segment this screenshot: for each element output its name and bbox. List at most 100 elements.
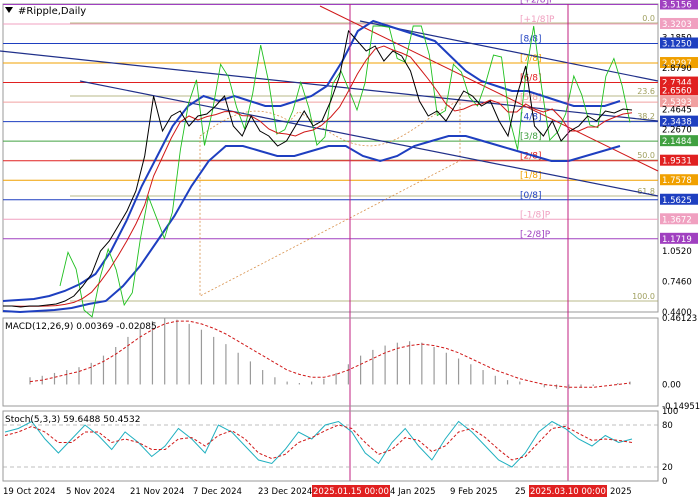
price-tag-text: 2.4645 [662, 106, 692, 116]
stoch-label: Stoch(5,3,3) 59.6488 50.4532 [5, 415, 140, 425]
fib-label: 61.8 [637, 187, 655, 196]
price-tag-text: 0.7460 [662, 277, 692, 287]
murrey-label: [3/8] [520, 132, 542, 142]
price-axis: 3.51563.32033.18503.12502.92972.87902.73… [660, 0, 698, 318]
green-oscillator-line [59, 25, 631, 318]
murrey-label: [4/8] [520, 113, 542, 123]
time-axis-tick: 2025 [610, 487, 632, 497]
macd-panel-frame [2, 317, 659, 407]
price-axis-tick: 1.5625 [660, 193, 698, 206]
time-axis-label: 23 Dec 2024 [258, 487, 312, 497]
fib-label: 23.6 [637, 87, 655, 96]
price-tag-bg [660, 115, 698, 127]
time-axis-label: 9 Feb 2025 [450, 487, 498, 497]
time-axis-label: 7 Dec 2024 [193, 487, 242, 497]
price-axis-tick: 2.7344 [660, 76, 698, 89]
time-axis-label: 19 Oct 2024 [3, 487, 56, 497]
trend-line-long [0, 50, 659, 122]
time-axis-tick: 9 Feb 2025 [450, 487, 498, 497]
time-axis-tick: 2025.01.15 00:00 [312, 485, 390, 497]
time-axis-tick: 4 Jan 2025 [390, 487, 436, 497]
price-axis-tick: 0.7460 [662, 277, 692, 287]
murrey-label: [-2/8]P [520, 230, 551, 240]
price-tag-text: 2.7344 [662, 79, 692, 89]
title-triangle-icon [5, 7, 13, 13]
price-tag-bg [660, 96, 698, 108]
time-axis-label: 25 [515, 487, 526, 497]
price-tag-text: 2.2670 [662, 125, 692, 135]
stoch-axis-tick: 20 [662, 463, 673, 473]
price-tag-bg [660, 154, 698, 166]
price-tag-bg [660, 37, 698, 49]
price-tag-text: 3.1250 [662, 40, 692, 50]
price-axis-tick: 2.4645 [662, 106, 692, 116]
murrey-label: [+1/8]P [520, 15, 555, 25]
murrey-label: [6/8] [520, 74, 542, 84]
trend-line-red [319, 5, 659, 172]
time-axis-label: 21 Nov 2024 [130, 487, 184, 497]
murrey-label: [7/8] [520, 54, 542, 64]
time-axis-tick: 5 Nov 2024 [66, 487, 115, 497]
price-tag-text: 2.6560 [662, 86, 692, 96]
price-axis-tick: 3.5156 [660, 0, 698, 10]
price-tag-text: 2.8790 [662, 64, 692, 74]
fib-label: 0.0 [642, 14, 655, 23]
murrey-math-levels: [+2/8]P[+1/8]P[8/8][7/8][6/8][5/8][4/8][… [3, 0, 658, 240]
price-tag-bg [660, 232, 698, 244]
price-axis-tick: 3.1250 [660, 37, 698, 50]
time-axis-tick: 19 Oct 2024 [3, 487, 56, 497]
price-tag-text: 1.7578 [662, 176, 692, 186]
time-axis-label: 2025.03.10 00:00 [530, 487, 606, 497]
murrey-label: [2/8] [520, 152, 542, 162]
price-axis-tick: 1.9531 [660, 154, 698, 167]
price-tag-bg [660, 213, 698, 225]
price-tag-text: 3.5156 [662, 0, 692, 10]
time-axis-label: 5 Nov 2024 [66, 487, 115, 497]
price-tag-text: 1.0520 [662, 247, 692, 257]
macd-label: MACD(12,26,9) 0.00369 -0.02085 [5, 322, 157, 332]
murrey-label: [1/8] [520, 171, 542, 181]
chart-title: #Ripple,Daily [18, 6, 86, 17]
price-axis-tick: 2.9297 [660, 57, 698, 69]
time-axis-label: 2025 [610, 487, 632, 497]
price-tag-bg [660, 174, 698, 186]
time-axis: 19 Oct 2024 5 Nov 2024 21 Nov 2024 7 Dec 20… [3, 485, 632, 497]
murrey-label: [-1/8]P [520, 210, 551, 220]
murrey-label: [+2/8]P [520, 0, 555, 5]
price-axis-tick: 1.7578 [660, 174, 698, 186]
time-axis-label: 4 Jan 2025 [390, 487, 436, 497]
price-tag-text: 1.5625 [662, 196, 692, 206]
price-line [3, 29, 633, 308]
price-tag-bg [660, 135, 698, 147]
macd-axis-tick: 0.00 [662, 380, 681, 390]
price-tag-text: 2.1484 [662, 137, 692, 147]
moving-average-line [3, 45, 633, 307]
time-axis-tick: 25 [515, 487, 526, 497]
trend-line-upper [359, 20, 659, 82]
price-axis-tick: 2.8790 [662, 64, 692, 74]
price-tag-text: 2.9297 [662, 59, 692, 69]
stoch-main-line [4, 420, 633, 468]
price-tag-bg [660, 0, 698, 10]
price-axis-tick: 2.2670 [662, 125, 692, 135]
price-tag-bg [660, 17, 698, 29]
fib-label: 100.0 [632, 292, 655, 301]
price-axis-tick: 1.1719 [660, 232, 698, 245]
date-highlight-bg [312, 485, 390, 497]
price-axis-tick: 0.4400 [662, 308, 692, 318]
fib-label: 38.2 [637, 112, 655, 121]
stoch-panel: 100 80 20 0 [2, 407, 678, 487]
time-axis-tick: 21 Nov 2024 [130, 487, 184, 497]
price-tag-bg [660, 84, 698, 96]
macd-axis-tick: 0.46123 [662, 314, 697, 324]
price-tag-text: 2.3438 [662, 118, 692, 128]
stoch-axis-tick: 0 [662, 477, 667, 487]
price-tag-text: 3.3203 [662, 20, 692, 30]
stoch-axis-tick: 100 [662, 407, 678, 417]
murrey-label: [0/8] [520, 191, 542, 201]
price-axis-tick: 2.1484 [660, 135, 698, 147]
fib-label: 50.0 [637, 151, 655, 160]
price-series-group [2, 19, 633, 318]
ichimoku-cloud-shape [199, 99, 461, 297]
